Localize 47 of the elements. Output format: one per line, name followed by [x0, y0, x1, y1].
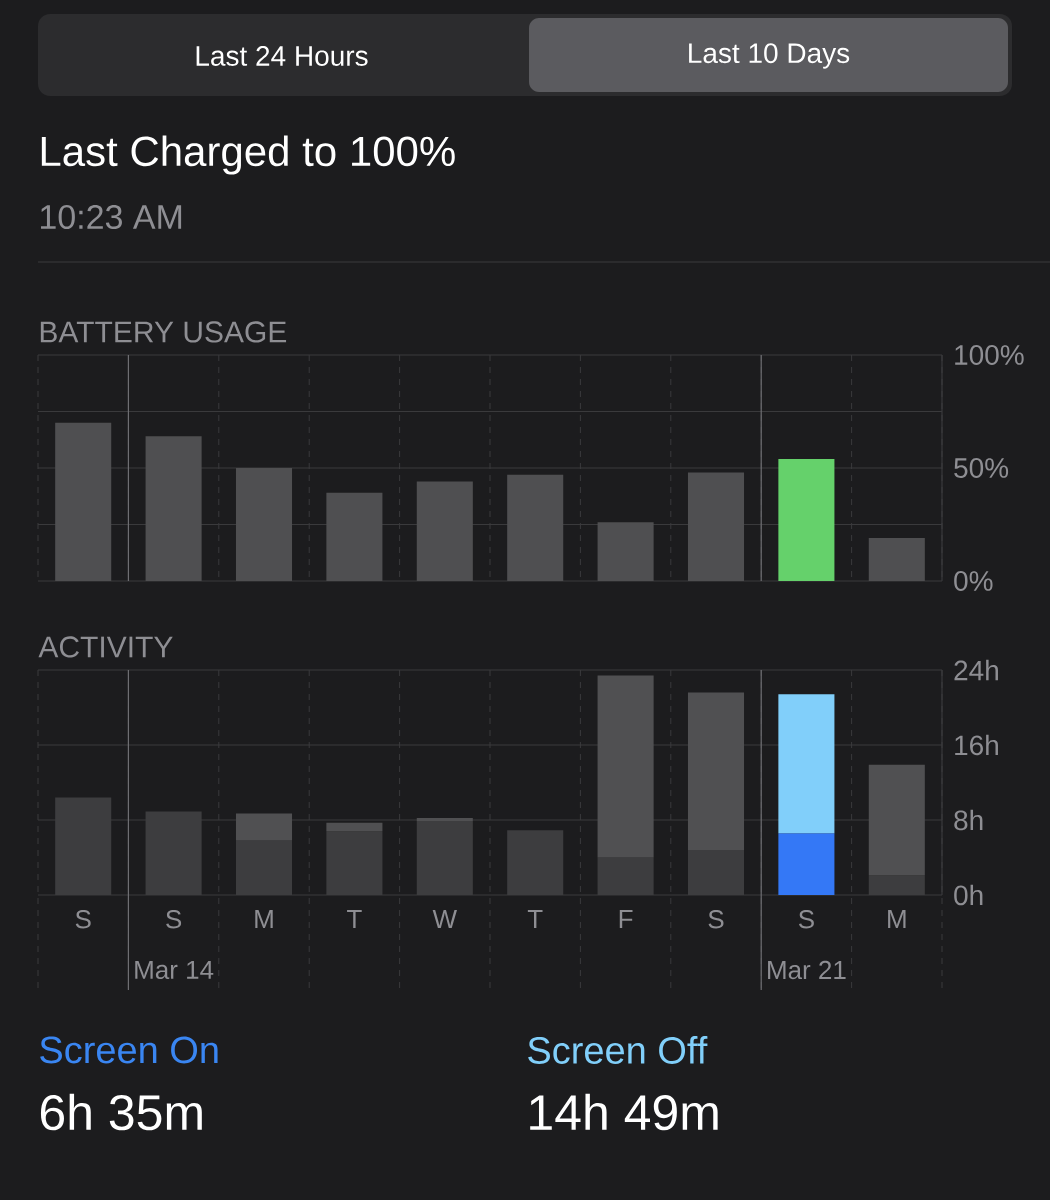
x-tick-label: F: [619, 910, 633, 928]
text: Last 24 Hours: [196, 46, 368, 66]
text: Screen On: [40, 1036, 218, 1064]
y-tick-label: 8h: [954, 809, 983, 831]
bar: [55, 422, 112, 581]
chart-title: BATTERY USAGE: [40, 321, 287, 343]
x-tick-label: S: [708, 910, 724, 929]
bar: [687, 472, 745, 581]
text: Screen Off: [528, 1036, 708, 1064]
bar: [235, 467, 293, 581]
x-tick-label: M: [888, 910, 906, 928]
x-tick-label: T: [347, 910, 362, 928]
bar: [868, 764, 925, 876]
text: 14h 49m: [530, 1093, 718, 1131]
y-tick-label: 16h: [955, 734, 998, 756]
bar: [778, 833, 835, 895]
bar: [416, 818, 473, 821]
x-tick-label: S: [75, 910, 91, 929]
bar: [145, 436, 202, 581]
bar: [597, 522, 654, 581]
y-tick-label: 24h: [954, 659, 998, 681]
x2-tick-label: Mar 14: [135, 960, 214, 980]
x-tick-label: T: [527, 910, 543, 928]
text: Last Charged to 100%: [41, 135, 455, 175]
x-tick-label: W: [432, 910, 457, 928]
y-tick-label: 50%: [954, 458, 1009, 478]
x-tick-label: M: [255, 910, 273, 928]
bar: [778, 458, 835, 581]
bar: [778, 694, 835, 834]
y-tick-label: 100%: [955, 345, 1024, 365]
bar: [416, 481, 473, 581]
x2-tick-label: Mar 21: [768, 960, 846, 980]
x-tick-label: S: [166, 910, 182, 929]
y-tick-label: 0h: [954, 884, 983, 906]
bar: [235, 813, 293, 841]
bar: [597, 675, 654, 858]
bar: [326, 492, 383, 581]
bar: [868, 538, 925, 581]
bar: [687, 692, 745, 850]
x-tick-label: S: [798, 910, 814, 929]
y-tick-label: 0%: [954, 571, 993, 591]
bar: [326, 822, 383, 832]
text: Last 10 Days: [689, 43, 850, 69]
chart-title: ACTIVITY: [38, 636, 173, 658]
text: 6h 35m: [40, 1093, 202, 1131]
bar: [507, 474, 564, 581]
text: 10:23 AM: [41, 204, 182, 230]
